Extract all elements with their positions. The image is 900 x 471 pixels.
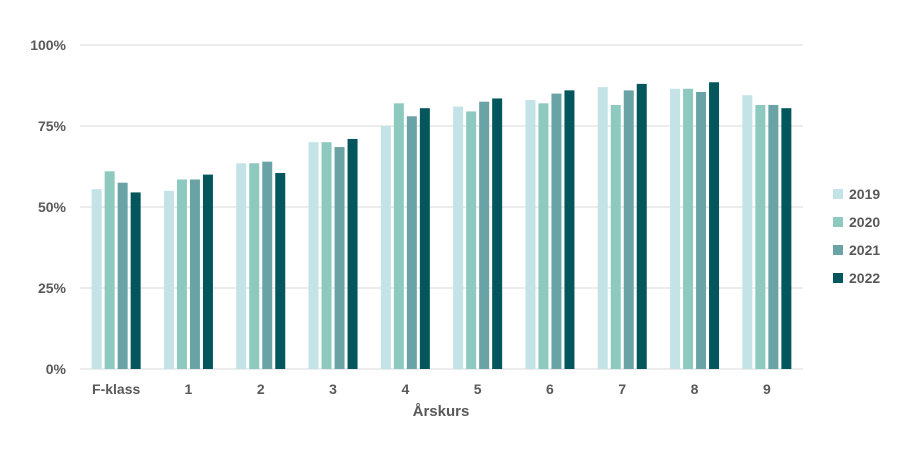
y-tick-label: 50% — [38, 199, 67, 215]
y-tick-label: 100% — [30, 37, 66, 53]
y-axis-ticks: 0% 25% 50% 75% 100% — [30, 37, 66, 377]
bar-2020-3 — [321, 142, 332, 369]
bar-2019-8 — [670, 88, 681, 370]
bar-2022-1 — [202, 174, 213, 369]
bar-2019-F-klass — [91, 189, 102, 369]
bar-2021-4 — [406, 116, 417, 369]
bar-2019-3 — [308, 142, 319, 369]
bar-2022-4 — [419, 108, 430, 370]
legend-label: 2019 — [849, 186, 880, 202]
bar-2021-2 — [262, 161, 273, 369]
bar-2020-2 — [249, 163, 260, 369]
legend-label: 2021 — [849, 242, 880, 258]
bar-2020-4 — [393, 103, 404, 369]
x-axis-title: Årskurs — [413, 403, 470, 420]
bar-2020-5 — [466, 111, 477, 370]
bar-2020-8 — [683, 88, 694, 370]
bar-2019-7 — [597, 87, 608, 370]
x-tick-label: 1 — [185, 381, 193, 397]
bar-2021-3 — [334, 147, 345, 369]
x-axis-ticks: F-klass 1 2 3 4 5 6 7 8 9 — [92, 381, 771, 397]
bar-2022-3 — [347, 138, 358, 369]
x-tick-label: 7 — [618, 381, 626, 397]
bar-2019-9 — [742, 95, 753, 369]
y-tick-label: 0% — [46, 361, 67, 377]
y-tick-label: 75% — [38, 118, 67, 134]
bar-2021-8 — [696, 91, 707, 369]
bar-2019-6 — [525, 100, 536, 369]
bar-2022-9 — [781, 108, 792, 370]
bar-2020-F-klass — [104, 171, 115, 369]
legend-label: 2022 — [849, 270, 880, 286]
bar-2022-8 — [709, 82, 720, 369]
bar-2021-6 — [551, 93, 562, 369]
bar-2021-5 — [479, 101, 490, 369]
legend-label: 2020 — [849, 214, 880, 230]
bar-2020-1 — [176, 179, 187, 369]
bar-2019-5 — [453, 106, 464, 369]
bar-2022-7 — [636, 83, 647, 369]
bar-2020-7 — [610, 104, 621, 369]
bar-2019-4 — [380, 126, 391, 369]
x-tick-label: 5 — [474, 381, 482, 397]
x-tick-label: 9 — [763, 381, 771, 397]
x-tick-label: 6 — [546, 381, 554, 397]
legend: 2019 2020 2021 2022 — [833, 186, 880, 286]
bar-2021-7 — [623, 90, 634, 370]
x-tick-label: 4 — [401, 381, 409, 397]
x-tick-label: 2 — [257, 381, 265, 397]
x-tick-label: 3 — [329, 381, 337, 397]
y-tick-label: 25% — [38, 280, 67, 296]
bar-2019-2 — [236, 163, 247, 369]
legend-swatch-2020 — [833, 217, 843, 227]
bar-2022-5 — [492, 98, 503, 370]
bar-2021-F-klass — [117, 182, 128, 369]
bars — [91, 82, 792, 370]
bar-2022-2 — [275, 172, 286, 369]
bar-2021-9 — [768, 104, 779, 369]
x-tick-label: 8 — [691, 381, 699, 397]
bar-2022-F-klass — [130, 192, 141, 369]
bar-2022-6 — [564, 90, 575, 370]
bar-2019-1 — [163, 190, 174, 369]
legend-swatch-2022 — [833, 273, 843, 283]
x-tick-label: F-klass — [92, 381, 140, 397]
bar-2020-9 — [755, 104, 766, 369]
bar-2021-1 — [189, 179, 200, 369]
legend-swatch-2019 — [833, 189, 843, 199]
bar-2020-6 — [538, 103, 549, 369]
gridlines — [80, 44, 803, 370]
legend-swatch-2021 — [833, 245, 843, 255]
